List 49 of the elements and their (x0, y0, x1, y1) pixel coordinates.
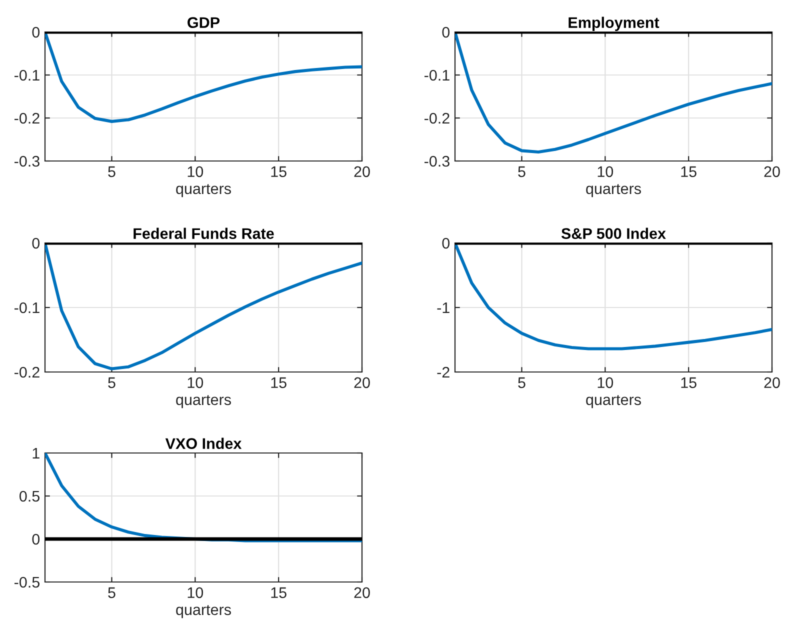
y-tick-label: -0.1 (424, 70, 450, 81)
x-tick-label: 20 (354, 377, 370, 388)
y-tick-label: 0 (442, 238, 450, 249)
x-axis-title: quarters (176, 395, 231, 408)
x-axis-title: quarters (586, 395, 641, 408)
x-tick-label: 15 (681, 166, 696, 178)
x-tick-label: 20 (764, 377, 780, 388)
y-tick-label: -0.3 (424, 156, 450, 167)
x-tick-label: 10 (188, 166, 204, 178)
x-tick-label: 5 (108, 166, 116, 178)
y-tick-label: 0 (442, 26, 450, 38)
y-tick-label: -0.1 (14, 70, 40, 81)
line-series (45, 243, 362, 370)
chart-title: Employment (568, 16, 660, 32)
x-axis-title: quarters (586, 184, 641, 198)
x-tick-label: 20 (354, 587, 370, 598)
chart-title: GDP (188, 17, 220, 28)
y-tick-label: 0 (32, 534, 40, 545)
y-tick-label: 0 (32, 238, 40, 249)
x-tick-label: 10 (598, 166, 614, 178)
x-tick-label: 5 (108, 377, 116, 388)
x-tick-label: 5 (108, 587, 116, 598)
x-tick-label: 15 (271, 377, 286, 388)
x-tick-label: 10 (188, 587, 204, 598)
x-tick-label: 5 (518, 166, 526, 178)
x-tick-label: 15 (681, 377, 696, 388)
y-tick-label: 0 (32, 26, 40, 38)
y-tick-label: 1 (32, 448, 40, 459)
x-tick-label: 5 (518, 377, 526, 388)
y-tick-label: -0.2 (14, 112, 40, 124)
y-tick-label: -0.2 (14, 366, 40, 378)
x-axis-title: quarters (176, 184, 231, 198)
chart-title: Federal Funds Rate (134, 228, 274, 239)
x-tick-label: 10 (188, 377, 204, 388)
y-tick-label: -0.1 (14, 302, 40, 314)
chart-title: S&P 500 Index (561, 228, 666, 239)
y-tick-label: -0.2 (424, 112, 450, 124)
x-tick-label: 15 (271, 166, 286, 178)
x-axis-title: quarters (176, 605, 231, 618)
x-tick-label: 20 (764, 166, 780, 178)
x-tick-label: 20 (354, 166, 370, 178)
y-tick-label: -1 (437, 302, 450, 314)
x-tick-label: 15 (271, 587, 286, 598)
y-tick-label: -2 (437, 366, 450, 378)
chart-title: VXO Index (165, 438, 242, 449)
y-tick-label: -0.3 (14, 156, 40, 167)
y-tick-label: -0.5 (14, 576, 40, 588)
x-tick-label: 10 (598, 377, 614, 388)
y-tick-label: 0.5 (20, 490, 40, 502)
